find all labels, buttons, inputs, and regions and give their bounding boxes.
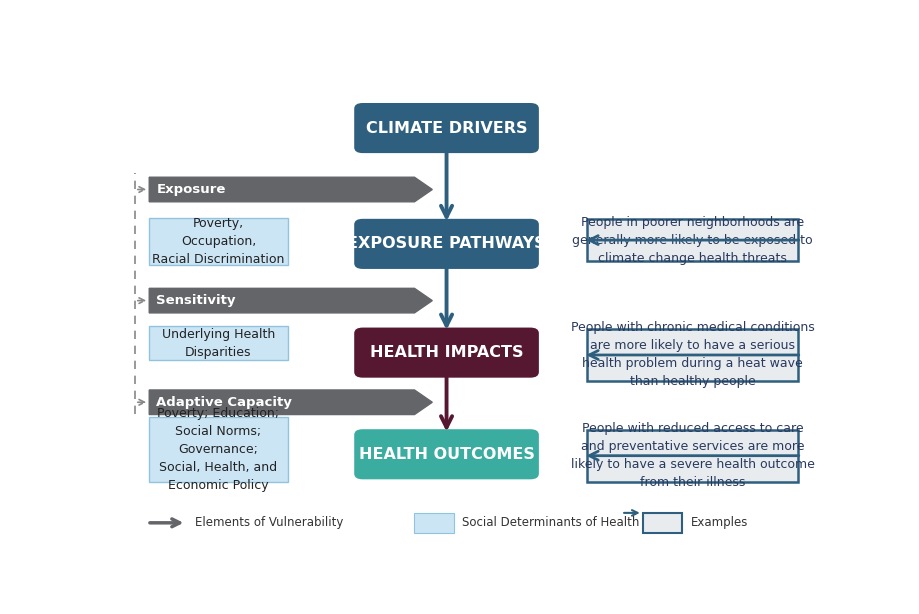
Text: People in poorer neighborhoods are
generally more likely to be exposed to
climat: People in poorer neighborhoods are gener… — [572, 216, 812, 265]
Polygon shape — [149, 390, 432, 414]
Text: Adaptive Capacity: Adaptive Capacity — [156, 396, 292, 409]
Polygon shape — [149, 177, 432, 202]
FancyBboxPatch shape — [149, 219, 288, 265]
Text: HEALTH IMPACTS: HEALTH IMPACTS — [369, 345, 523, 360]
FancyBboxPatch shape — [586, 430, 797, 482]
FancyBboxPatch shape — [586, 219, 797, 262]
FancyBboxPatch shape — [641, 513, 681, 533]
Text: Elements of Vulnerability: Elements of Vulnerability — [195, 516, 343, 529]
Text: EXPOSURE PATHWAYS: EXPOSURE PATHWAYS — [346, 236, 545, 251]
Text: CLIMATE DRIVERS: CLIMATE DRIVERS — [366, 120, 527, 136]
Text: Sensitivity: Sensitivity — [156, 294, 235, 307]
Text: People with reduced access to care
and preventative services are more
likely to : People with reduced access to care and p… — [570, 422, 813, 489]
FancyBboxPatch shape — [586, 329, 797, 381]
Text: Social Determinants of Health: Social Determinants of Health — [461, 516, 639, 529]
Text: Underlying Health
Disparities: Underlying Health Disparities — [162, 328, 275, 359]
Text: Exposure: Exposure — [156, 183, 225, 196]
Text: Poverty,
Occupation,
Racial Discrimination: Poverty, Occupation, Racial Discriminati… — [152, 217, 284, 266]
Polygon shape — [149, 289, 432, 313]
Text: Poverty; Education;
Social Norms;
Governance;
Social, Health, and
Economic Polic: Poverty; Education; Social Norms; Govern… — [157, 407, 279, 492]
FancyBboxPatch shape — [354, 219, 539, 269]
FancyBboxPatch shape — [149, 326, 288, 360]
FancyBboxPatch shape — [149, 417, 288, 482]
Text: HEALTH OUTCOMES: HEALTH OUTCOMES — [358, 447, 534, 462]
FancyBboxPatch shape — [354, 429, 539, 480]
FancyBboxPatch shape — [414, 513, 453, 533]
Text: Examples: Examples — [689, 516, 747, 529]
Text: People with chronic medical conditions
are more likely to have a serious
health : People with chronic medical conditions a… — [570, 322, 813, 389]
FancyBboxPatch shape — [354, 327, 539, 378]
FancyBboxPatch shape — [354, 103, 539, 153]
